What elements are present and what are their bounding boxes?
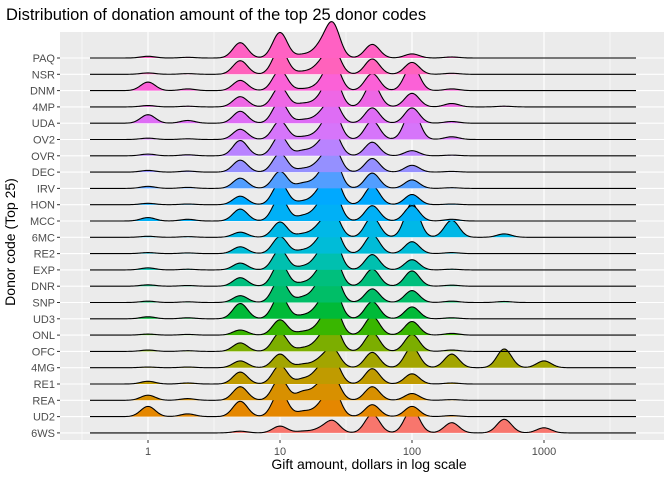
ridge-fill-uda	[90, 97, 636, 124]
ridge-fill-6ws	[90, 409, 636, 433]
ridge-line-ud3	[90, 281, 636, 320]
y-tick-label: ONL	[32, 330, 55, 342]
ridge-line-4mg	[90, 346, 636, 369]
y-tick-label: DNM	[30, 86, 55, 98]
ridge-line-paq	[90, 21, 636, 59]
ridge-line-4mp	[90, 70, 636, 108]
ridge-line-dnr	[90, 248, 636, 287]
y-tick-label: MCC	[30, 216, 55, 228]
ridge-layer	[90, 21, 636, 434]
ridge-line-6mc	[90, 202, 636, 238]
ridge-fill-nsr	[90, 45, 636, 75]
y-tick-label: HON	[31, 200, 56, 212]
x-tick-label: 1	[145, 446, 151, 458]
y-tick-label: RE2	[34, 249, 55, 261]
chart-title: Distribution of donation amount of the t…	[6, 6, 427, 24]
y-tick-label: EXP	[33, 265, 55, 277]
ridge-fill-6mc	[90, 203, 636, 238]
y-tick-label: REA	[32, 395, 55, 407]
ridge-line-onl	[90, 298, 636, 336]
y-tick-label: PAQ	[33, 53, 56, 65]
ridge-fill-re1	[90, 354, 636, 384]
ridge-line-dec	[90, 142, 636, 173]
y-tick-label: 6MC	[32, 232, 55, 244]
ridge-line-re2	[90, 219, 636, 255]
y-tick-layer: 6WS UD2 REA RE1 4MG OFC ONL UD3 SNP DNR EXP RE2 6MC M…	[30, 53, 60, 440]
y-tick-label: 4MP	[32, 102, 55, 114]
y-tick-label: IRV	[37, 183, 56, 195]
x-tick-label: 100	[403, 446, 421, 458]
y-tick-label: UD2	[33, 412, 55, 424]
ridge-line-nsr	[90, 44, 636, 75]
ridge-line-exp	[90, 231, 636, 271]
y-tick-label: DNR	[31, 281, 55, 293]
ridge-line-dnm	[90, 58, 636, 92]
ridge-fill-dnm	[90, 58, 636, 91]
y-tick-label: 6WS	[31, 428, 55, 440]
ridge-fill-ud2	[90, 385, 636, 417]
y-tick-label: DEC	[32, 167, 55, 179]
y-tick-label: UDA	[32, 118, 56, 130]
ridge-fill-ofc	[90, 318, 636, 352]
ridge-fill-4mg	[90, 347, 636, 368]
ridge-line-snp	[90, 263, 636, 304]
ridge-line-re1	[90, 354, 636, 385]
ridge-line-hon	[90, 167, 636, 206]
x-tick-label: 10	[274, 446, 286, 458]
ridge-line-ud2	[90, 385, 636, 418]
ridge-fill-4mp	[90, 71, 636, 107]
y-tick-label: 4MG	[31, 363, 55, 375]
y-tick-label: NSR	[32, 69, 55, 81]
y-tick-label: OV2	[33, 135, 55, 147]
ridge-fill-onl	[90, 299, 636, 336]
ridge-fill-re2	[90, 220, 636, 254]
ridge-line-irv	[90, 151, 636, 189]
x-tick-label: 1000	[532, 446, 556, 458]
y-tick-label: UD3	[33, 314, 55, 326]
ridge-line-mcc	[90, 184, 636, 222]
y-tick-label: RE1	[34, 379, 55, 391]
ridge-line-ov2	[90, 106, 636, 141]
x-axis-label: Gift amount, dollars in log scale	[271, 456, 467, 472]
ridge-line-6ws	[90, 408, 636, 434]
x-tick-layer: 1 10 100 1000	[145, 440, 556, 458]
ridge-line-rea	[90, 372, 636, 401]
ridge-line-ofc	[90, 317, 636, 352]
y-tick-label: SNP	[32, 298, 55, 310]
ridge-fill-ov2	[90, 107, 636, 140]
y-tick-label: OVR	[31, 151, 55, 163]
ridge-line-ovr	[90, 127, 636, 157]
ridge-line-uda	[90, 97, 636, 124]
y-tick-label: OFC	[32, 346, 55, 358]
